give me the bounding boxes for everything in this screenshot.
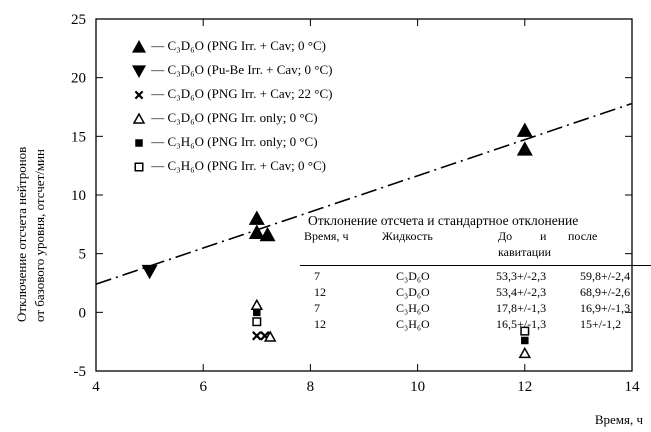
square-filled-marker bbox=[135, 139, 143, 147]
table-cell: 59,8+/-2,4 bbox=[580, 269, 631, 283]
table-cell: 7 bbox=[314, 269, 320, 283]
table-cell: 16,5+/-1,3 bbox=[496, 317, 547, 331]
y-tick-label: 20 bbox=[71, 71, 86, 87]
y-tick-label: 5 bbox=[79, 247, 87, 263]
triangle-down-filled-marker bbox=[132, 65, 146, 79]
x-marker bbox=[134, 90, 144, 100]
data-point-series-5 bbox=[520, 326, 530, 336]
x-tick-label: 8 bbox=[307, 379, 315, 395]
x-tick-label: 12 bbox=[517, 379, 532, 395]
data-point-series-2 bbox=[252, 331, 262, 341]
table-cell: 15+/-1,2 bbox=[580, 317, 622, 331]
data-point-series-0 bbox=[248, 210, 265, 225]
legend-label: — C₃D₆O (PNG Irr. + Cav; 0 °C) bbox=[148, 38, 326, 53]
table-cell: 53,4+/-2,3 bbox=[496, 285, 547, 299]
legend-marker-icon bbox=[132, 112, 146, 124]
table-cell: 7 bbox=[314, 301, 320, 315]
table-row: 7 C₃H₆O 17,8+/-1,3 16,9+/-1,3 bbox=[300, 301, 651, 317]
legend-item: — C₃D₆O (Pu-Be Irr. + Cav; 0 °C) bbox=[130, 58, 332, 82]
table-row: 12 C₃H₆O 16,5+/-1,3 15+/-1,2 bbox=[300, 317, 651, 333]
axis-ticks: 4 6 8 10 12 14 -5 0 5 10 15 20 25 bbox=[71, 12, 640, 395]
table-header-before: До bbox=[498, 229, 513, 243]
table-cell: 16,9+/-1,3 bbox=[580, 301, 631, 315]
table-cell: 17,8+/-1,3 bbox=[496, 301, 547, 315]
table-cell: C₃D₆O bbox=[396, 269, 430, 283]
legend-item: — C₃D₆O (PNG Irr. only; 0 °C) bbox=[130, 106, 332, 130]
legend-marker-icon bbox=[132, 65, 146, 79]
table-header-after: после bbox=[568, 229, 598, 243]
data-point-series-0 bbox=[516, 141, 533, 156]
table-cell: 12 bbox=[314, 317, 326, 331]
table-row: 12 C₃D₆O 53,4+/-2,3 68,9+/-2,6 bbox=[300, 285, 651, 301]
y-tick-label: 15 bbox=[71, 129, 86, 145]
y-axis-label-line2: от базового уровня, отсчет/мин bbox=[32, 148, 47, 322]
data-point-series-0 bbox=[248, 224, 265, 239]
data-points bbox=[141, 122, 533, 359]
table-row: 7 C₃D₆O 53,3+/-2,3 59,8+/-2,4 bbox=[300, 269, 651, 285]
table-header-liquid: Жидкость bbox=[382, 229, 433, 243]
results-table: Отклонение отсчета и стандартное отклоне… bbox=[300, 213, 651, 333]
data-point-series-0 bbox=[259, 226, 276, 242]
legend-item: — C₃D₆O (PNG Irr. + Cav; 22 °C) bbox=[130, 82, 332, 106]
legend-label: — C₃D₆O (PNG Irr. only; 0 °C) bbox=[148, 110, 318, 125]
data-point-series-3 bbox=[263, 330, 277, 342]
table-cell: 68,9+/-2,6 bbox=[580, 285, 631, 299]
legend: — C₃D₆O (PNG Irr. + Cav; 0 °C) — C₃D₆O (… bbox=[130, 34, 332, 178]
table-body: 7 C₃D₆O 53,3+/-2,3 59,8+/-2,4 12 C₃D₆O 53,4+/-… bbox=[300, 269, 651, 333]
y-axis-label: Отключение отсчета нейтронов от базового… bbox=[14, 0, 47, 432]
y-tick-label: 25 bbox=[71, 12, 86, 28]
table-cell: 53,3+/-2,3 bbox=[496, 269, 547, 283]
x-tick-label: 4 bbox=[92, 379, 100, 395]
table-cell: C₃D₆O bbox=[396, 285, 430, 299]
trendline bbox=[95, 102, 633, 285]
x-tick-label: 14 bbox=[625, 379, 641, 395]
data-point-series-4 bbox=[253, 308, 261, 317]
legend-marker-icon bbox=[132, 40, 146, 53]
y-tick-label: 0 bbox=[79, 305, 87, 321]
triangle-up-open-marker bbox=[132, 112, 146, 124]
data-point-series-1 bbox=[141, 264, 158, 280]
x-tick-label: 6 bbox=[199, 379, 207, 395]
legend-marker-icon bbox=[134, 90, 144, 100]
table-cell: 12 bbox=[314, 285, 326, 299]
legend-marker-icon bbox=[135, 139, 143, 147]
legend-label: — C₃D₆O (Pu-Be Irr. + Cav; 0 °C) bbox=[148, 62, 333, 77]
legend-marker-icon bbox=[134, 162, 144, 172]
data-point-series-3 bbox=[250, 298, 264, 311]
legend-item: — C₃H₆O (PNG Irr. + Cav; 0 °C) bbox=[130, 154, 332, 178]
table-divider bbox=[300, 265, 651, 266]
data-point-series-5 bbox=[252, 317, 262, 327]
x-axis-label: Время, ч bbox=[594, 412, 643, 427]
table-subheader: кавитации bbox=[300, 245, 651, 261]
legend-label: — C₃H₆O (PNG Irr. + Cav; 0 °C) bbox=[148, 158, 326, 173]
square-open-marker bbox=[134, 162, 144, 172]
table-title: Отклонение отсчета и стандартное отклоне… bbox=[308, 213, 579, 228]
data-point-series-0 bbox=[516, 122, 533, 137]
legend-item: — C₃D₆O (PNG Irr. + Cav; 0 °C) bbox=[130, 34, 332, 58]
triangle-up-filled-marker bbox=[132, 40, 146, 53]
y-tick-label: 10 bbox=[71, 188, 86, 204]
trendline-path bbox=[95, 102, 633, 285]
table-header-and: и bbox=[540, 229, 547, 243]
table-cell: C₃H₆O bbox=[396, 317, 430, 331]
table-header-time: Время, ч bbox=[304, 229, 349, 243]
table-cell: C₃H₆O bbox=[396, 301, 430, 315]
data-point-series-3 bbox=[518, 346, 532, 359]
legend-label: — C₃D₆O (PNG Irr. + Cav; 22 °C) bbox=[148, 86, 333, 101]
y-axis-label-line1: Отключение отсчета нейтронов bbox=[14, 146, 29, 322]
x-tick-label: 10 bbox=[410, 379, 425, 395]
table-subheader-cavitation: кавитации bbox=[498, 245, 552, 259]
table-header: Время, ч Жидкость До и после bbox=[300, 229, 651, 245]
y-tick-label: -5 bbox=[74, 364, 87, 380]
legend-label: — C₃H₆O (PNG Irr. only; 0 °C) bbox=[148, 134, 318, 149]
data-point-series-4 bbox=[521, 336, 529, 345]
legend-item: — C₃H₆O (PNG Irr. only; 0 °C) bbox=[130, 130, 332, 154]
